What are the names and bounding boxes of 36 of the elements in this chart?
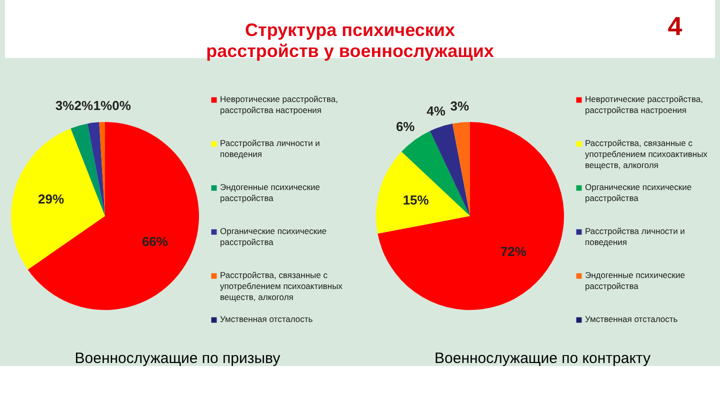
legend-label: Эндогенные психические расстройства xyxy=(220,182,320,203)
data-label: 15% xyxy=(402,192,430,208)
legend-label: Расстройства, связанные с употреблением психоактивных веществ, алкоголя xyxy=(585,138,708,170)
pie-slice xyxy=(430,124,470,216)
legend-label: Органические психические расстройства xyxy=(585,182,692,203)
pie-slice xyxy=(452,122,470,216)
legend-label: Эндогенные психические расстройства xyxy=(585,270,686,291)
pie-slice xyxy=(376,152,470,234)
pie-slice xyxy=(378,122,564,310)
pie-slice xyxy=(28,122,199,310)
text: 0% xyxy=(112,98,131,113)
legend-label: Невротические расстройства, расстройства настроения xyxy=(220,94,338,115)
pie-slice xyxy=(401,130,470,216)
text: Военнослужащие по призыву xyxy=(74,350,281,367)
data-label: 3% xyxy=(450,98,470,114)
legend-label: Умственная отсталость xyxy=(585,314,678,324)
legend-label: Расстройства личности и поведения xyxy=(585,226,686,247)
data-label: 2% xyxy=(74,98,94,113)
legend-label: Органические психические расстройства xyxy=(220,226,327,247)
data-label: 29% xyxy=(38,192,64,207)
pie-slice xyxy=(11,128,105,270)
text: Военнослужащие по контракту xyxy=(434,350,651,367)
pie-slice xyxy=(70,124,105,216)
data-label: 72% xyxy=(500,244,527,259)
data-label: 6% xyxy=(396,119,416,134)
data-label: 1% xyxy=(93,98,112,113)
data-label: 3% xyxy=(55,98,75,113)
legend-label: Расстройства, связанные с употреблением психоактивных веществ, алкоголя xyxy=(220,270,344,302)
legend-label: Невротические расстройства, расстройства настроения xyxy=(585,94,703,115)
data-label: 66% xyxy=(142,234,168,250)
legend-label: Расстройства личности и поведения xyxy=(220,138,320,159)
legend-label: Умственная отсталость xyxy=(220,314,314,324)
data-label: 4% xyxy=(426,103,446,118)
text: 4 xyxy=(668,11,683,41)
text: Структура психических расстройств у военнослужащих xyxy=(206,20,494,61)
pie-slice xyxy=(88,122,105,216)
